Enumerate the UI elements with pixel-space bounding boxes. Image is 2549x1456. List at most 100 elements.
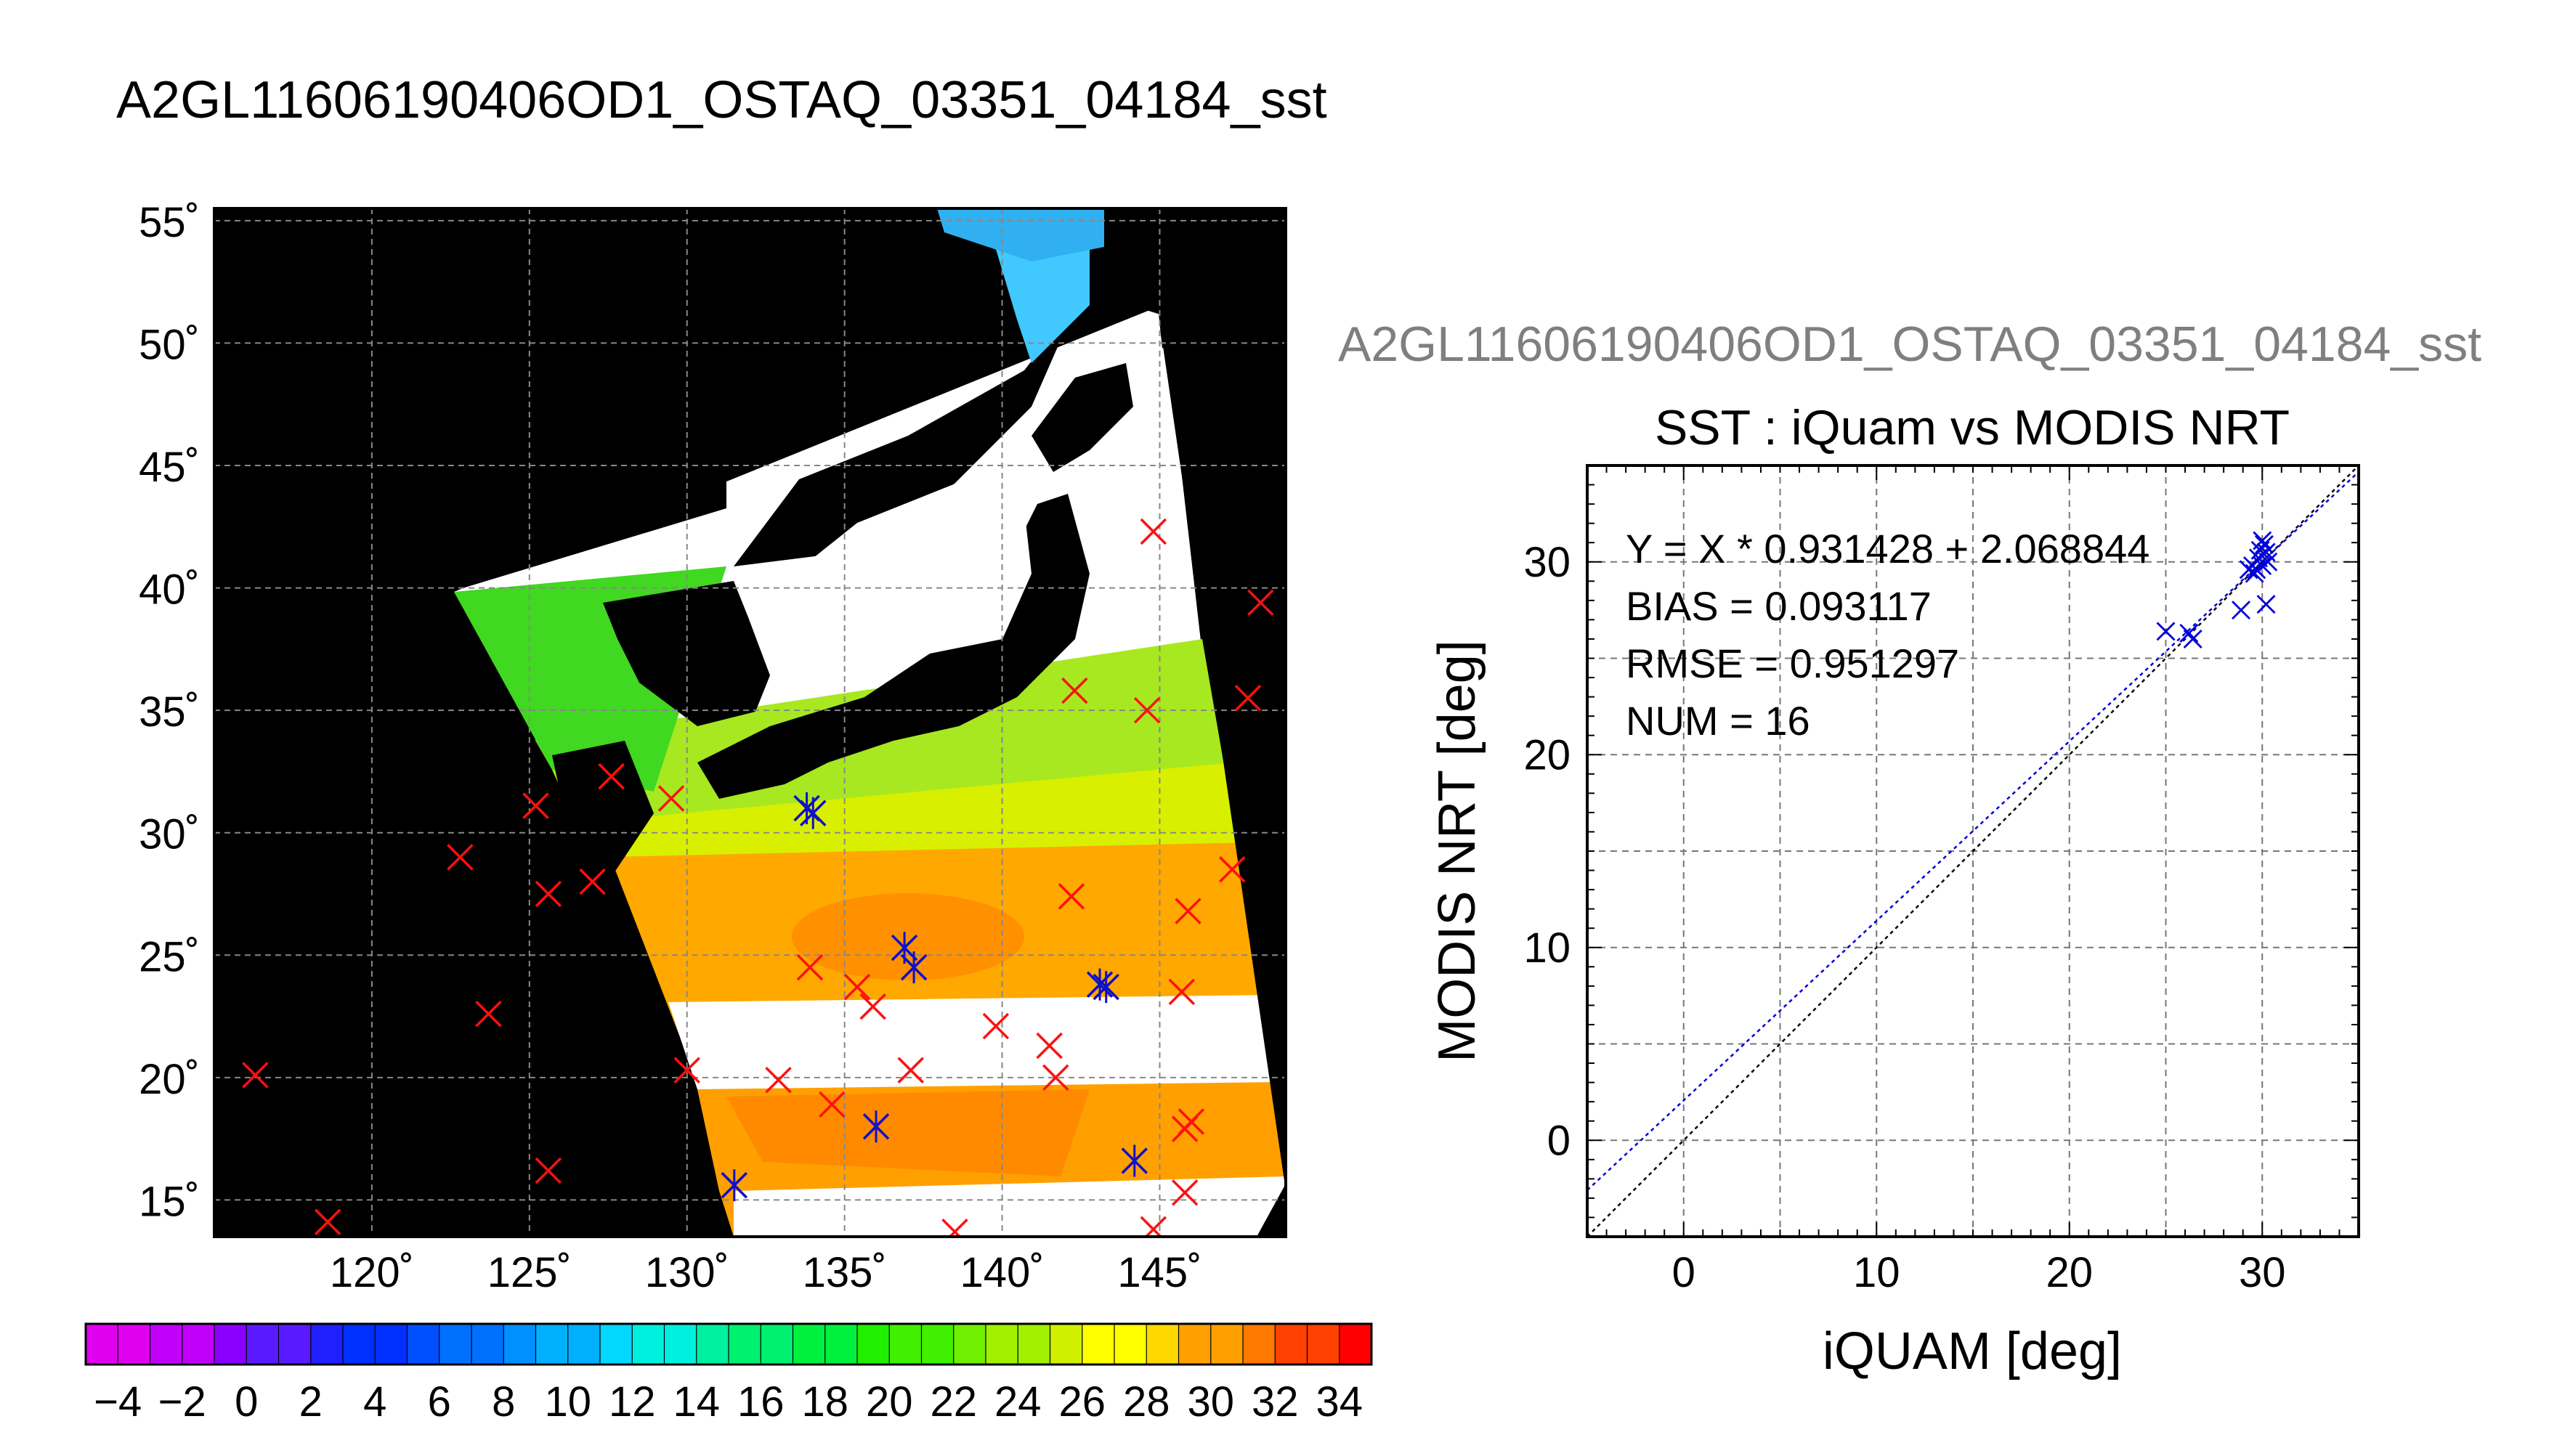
swath-cloud-south (734, 1176, 1286, 1237)
map-marker-blue (1093, 971, 1119, 1004)
map-lon-label: 125˚ (487, 1249, 572, 1296)
scatter-point-stroke (2248, 548, 2268, 568)
colorbar-cell (406, 1323, 440, 1365)
colorbar-cell (1017, 1323, 1051, 1365)
map-lat-label: 50˚ (139, 321, 200, 368)
map-marker-red-stroke (948, 1219, 968, 1237)
map-marker-red-stroke (657, 785, 685, 812)
map-marker-blue (862, 1110, 890, 1143)
colorbar-tick-label: 10 (544, 1378, 591, 1426)
colorbar-cell (888, 1323, 923, 1365)
swath-mask-right-edge (1162, 208, 1286, 1191)
colorbar-cell (1114, 1323, 1148, 1365)
colorbar-cell (1178, 1323, 1212, 1365)
map-marker-red-stroke (1171, 1179, 1199, 1206)
map-marker-red (1178, 1108, 1205, 1135)
stat-num: NUM = 16 (1626, 698, 1810, 744)
regression-fit-line (1587, 471, 2359, 1191)
colorbar-cell (1146, 1323, 1180, 1365)
scatter-point (2156, 622, 2176, 641)
map-marker-red (535, 880, 562, 908)
scatter-point-stroke (2179, 623, 2199, 643)
map-lon-label: 130˚ (645, 1249, 729, 1296)
colorbar-cell (182, 1323, 216, 1365)
map-marker-blue (1121, 1144, 1148, 1177)
map-lat-label: 40˚ (139, 566, 200, 614)
map-marker-red (1234, 685, 1262, 712)
map-marker-red-stroke (1175, 898, 1201, 924)
map-marker-red-stroke (535, 1157, 562, 1184)
scatter-points (2156, 531, 2278, 648)
land-japan (697, 494, 1090, 799)
map-imagery (214, 208, 1286, 1237)
map-marker-red-stroke (1168, 978, 1196, 1006)
map-lat-label: 45˚ (139, 444, 200, 491)
colorbar-cell (535, 1323, 569, 1365)
map-marker-red (859, 993, 886, 1020)
colorbar-cell (728, 1323, 762, 1365)
map-marker-red-stroke (982, 1012, 1010, 1040)
colorbar-cell (856, 1323, 891, 1365)
scatter-x-axis-label: iQUAM [deg] (1823, 1322, 2122, 1380)
map-marker-red (765, 1066, 792, 1094)
swath-cloud-band (668, 995, 1282, 1089)
colorbar-cell (920, 1323, 955, 1365)
map-marker-red-stroke (1247, 589, 1274, 617)
colorbar-frame (84, 1322, 1373, 1366)
swath-mask-right (1148, 208, 1286, 1237)
scatter-point-stroke (2256, 595, 2276, 614)
scatter-point-stroke (2247, 560, 2266, 579)
colorbar-tick-label: 16 (737, 1378, 785, 1426)
scatter-point (2254, 534, 2274, 554)
scatter-point (2253, 531, 2272, 550)
colorbar-tick-label: −4 (94, 1378, 142, 1426)
map-marker-red-stroke (897, 1057, 924, 1083)
map-lat-label: 30˚ (139, 811, 200, 858)
scatter-point (2256, 595, 2276, 614)
map-grid (214, 208, 1286, 1237)
colorbar-cell (310, 1323, 344, 1365)
scatter-x-tick-label: 0 (1672, 1249, 1695, 1296)
map-marker-red (598, 762, 625, 790)
map-lat-label: 25˚ (139, 933, 200, 980)
map-marker-red (1140, 1216, 1167, 1237)
map-frame (213, 207, 1287, 1238)
colorbar-tick-label: 32 (1252, 1378, 1299, 1426)
colorbar-cell (1210, 1323, 1244, 1365)
stat-equation: Y = X * 0.931428 + 2.068844 (1626, 526, 2149, 572)
scatter-point-stroke (2232, 601, 2251, 620)
map-marker-red (1168, 978, 1196, 1006)
map-marker-red (314, 1208, 341, 1236)
scatter-title: SST : iQuam vs MODIS NRT (1655, 400, 2290, 455)
colorbar-cell (1306, 1323, 1340, 1365)
colorbar-cell (85, 1323, 119, 1365)
map-lon-labels: 120˚ 125˚ 130˚ 135˚ 140˚ 145˚ (330, 1249, 1202, 1296)
map-marker-red-stroke (819, 1091, 846, 1118)
swath-warm-core (792, 893, 1024, 980)
scatter-y-tick-label: 30 (1523, 539, 1571, 586)
map-marker-red (475, 1000, 502, 1028)
colorbar-tick-label: 14 (673, 1378, 720, 1426)
map-marker-red (1133, 696, 1161, 724)
scatter-point (2232, 601, 2251, 620)
colorbar-cell (503, 1323, 537, 1365)
colorbar-cell (1242, 1323, 1276, 1365)
colorbar-cell (824, 1323, 859, 1365)
one-to-one-line (1587, 465, 2359, 1237)
map-marker-red-stroke (1058, 883, 1085, 910)
scatter-x-tick-labels: 0 10 20 30 (1672, 1249, 2286, 1296)
colorbar-cell (117, 1323, 151, 1365)
stat-rmse: RMSE = 0.951297 (1626, 640, 1959, 686)
map-marker-red-stroke (765, 1066, 792, 1094)
map-marker-red (982, 1012, 1010, 1040)
map-marker-red (819, 1091, 846, 1118)
map-marker-blue (721, 1169, 748, 1202)
map-panel: 55˚ 50˚ 45˚ 40˚ 35˚ 30˚ 25˚ 20˚ 15˚ 120˚ 125˚ 130˚… (139, 199, 1287, 1296)
scatter-point (2179, 623, 2199, 643)
colorbar-cell (696, 1323, 730, 1365)
map-marker-red (579, 868, 606, 895)
colorbar-tick-label: 22 (930, 1378, 977, 1426)
swath-darker-orange (726, 1089, 1090, 1176)
